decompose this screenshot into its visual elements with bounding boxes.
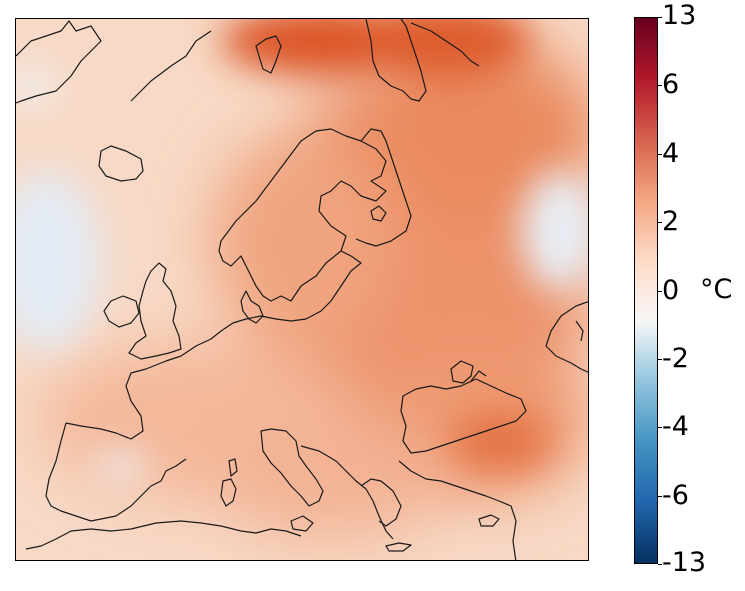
coastline-anatolia (398, 460, 517, 560)
coastline-crimea (450, 360, 474, 384)
temperature-anomaly-map (16, 19, 588, 560)
coastline-sardinia (220, 478, 237, 507)
colorbar-tick-mark (658, 564, 662, 565)
coastline-iberia (45, 422, 187, 522)
coastline-caspian-east (575, 320, 584, 342)
coastline-svalbard (255, 35, 282, 74)
colorbar-tick-label: 0 (662, 274, 680, 306)
colorbar-tick-label: -4 (662, 411, 689, 443)
coastline-greece (360, 478, 402, 527)
colorbar-tick-mark (658, 496, 662, 497)
colorbar-tick-mark (658, 154, 662, 155)
coastline-continental-west (180, 315, 277, 357)
colorbar-tick-label: 2 (662, 206, 680, 238)
coastline-corsica (228, 458, 238, 477)
colorbar-tick-mark (658, 222, 662, 223)
colorbar-tick-label: -6 (662, 479, 689, 511)
coastlines (16, 19, 588, 560)
coastline-scandinavia (218, 128, 387, 302)
coastline-gotland (370, 205, 387, 222)
colorbar-tick-label: 6 (662, 69, 680, 101)
coastline-greenland (16, 20, 102, 104)
coastline-arctic-north (130, 30, 212, 102)
coastline-ireland (103, 295, 140, 328)
coastline-france-biscay (65, 355, 182, 440)
map-panel (15, 18, 589, 561)
coastline-sea-of-azov (470, 370, 487, 382)
coastline-ne-arctic (410, 22, 480, 67)
coastline-great-britain (128, 262, 182, 360)
colorbar-tick-mark (658, 291, 662, 292)
cool-anomaly-field (16, 66, 588, 481)
coastline-novaya-zemlya (365, 19, 427, 102)
colorbar-tick-label: -2 (662, 342, 689, 374)
warm-anomaly-field (41, 41, 588, 541)
colorbar-unit-label: °C (700, 274, 733, 305)
coastline-caspian (545, 301, 588, 373)
colorbar (634, 17, 658, 564)
colorbar-tick-label: -13 (662, 547, 707, 578)
coastline-italy (260, 428, 324, 507)
coastline-crete (385, 542, 412, 552)
coastline-gulf-bothnia (360, 128, 402, 187)
coastline-iceland (98, 145, 144, 182)
coastline-finland (355, 185, 412, 247)
coastline-north-africa (25, 520, 302, 550)
colorbar-tick-mark (658, 359, 662, 360)
coastline-baltic-east (275, 250, 362, 322)
coastline-black-sea (400, 378, 527, 454)
colorbar-tick-mark (658, 85, 662, 86)
colorbar-tick-label: 4 (662, 137, 680, 169)
coastline-sicily (290, 515, 314, 532)
colorbar-tick-mark (658, 17, 662, 18)
hot-anomaly-field (221, 19, 551, 471)
colorbar-tick-label: 13 (662, 0, 697, 31)
coastline-cyprus (478, 514, 500, 527)
colorbar-tick-mark (658, 427, 662, 428)
